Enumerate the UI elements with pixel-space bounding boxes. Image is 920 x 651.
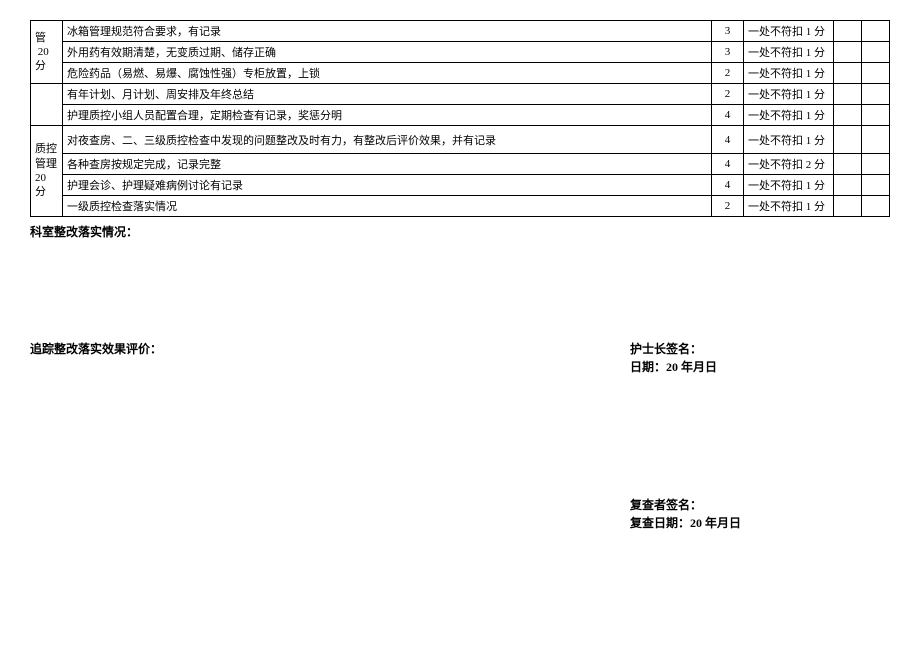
score-cell: 4: [712, 154, 744, 175]
category-cell: 管 20分: [31, 21, 63, 84]
score-cell: 3: [712, 21, 744, 42]
ext-cell: [834, 84, 862, 105]
improvement-section-label: 科室整改落实情况：: [30, 223, 890, 240]
penalty-cell: 一处不符扣 1 分: [744, 63, 834, 84]
penalty-cell: 一处不符扣 1 分: [744, 21, 834, 42]
category-cell-empty: [31, 84, 63, 126]
table-row: 各种查房按规定完成，记录完整 4 一处不符扣 2 分: [31, 154, 890, 175]
ext-cell: [834, 105, 862, 126]
followup-section-label: 追踪整改落实效果评价：: [30, 340, 630, 357]
score-cell: 4: [712, 105, 744, 126]
penalty-cell: 一处不符扣 2 分: [744, 154, 834, 175]
table-row: 危险药品（易燃、易爆、腐蚀性强）专柜放置，上锁 2 一处不符扣 1 分: [31, 63, 890, 84]
ext-cell: [862, 105, 890, 126]
evaluation-table: 管 20分 冰箱管理规范符合要求，有记录 3 一处不符扣 1 分 外用药有效期清…: [30, 20, 890, 217]
desc-cell: 有年计划、月计划、周安排及年终总结: [63, 84, 712, 105]
table-row: 有年计划、月计划、周安排及年终总结 2 一处不符扣 1 分: [31, 84, 890, 105]
reviewer-sign-label: 复查者签名：: [630, 496, 890, 514]
desc-cell: 冰箱管理规范符合要求，有记录: [63, 21, 712, 42]
ext-cell: [862, 84, 890, 105]
penalty-cell: 一处不符扣 1 分: [744, 84, 834, 105]
nurse-signature-block: 追踪整改落实效果评价： 护士长签名： 日期：20 年月日: [30, 340, 890, 376]
category-cell: 质控管理20 分: [31, 126, 63, 217]
ext-cell: [834, 63, 862, 84]
ext-cell: [834, 175, 862, 196]
desc-cell: 危险药品（易燃、易爆、腐蚀性强）专柜放置，上锁: [63, 63, 712, 84]
nurse-sign-label: 护士长签名：: [630, 340, 890, 358]
ext-cell: [862, 196, 890, 217]
table-row: 外用药有效期清楚，无变质过期、储存正确 3 一处不符扣 1 分: [31, 42, 890, 63]
penalty-cell: 一处不符扣 1 分: [744, 126, 834, 154]
ext-cell: [862, 42, 890, 63]
table-row: 护理质控小组人员配置合理，定期检查有记录，奖惩分明 4 一处不符扣 1 分: [31, 105, 890, 126]
table-row: 质控管理20 分 对夜查房、二、三级质控检查中发现的问题整改及时有力，有整改后评…: [31, 126, 890, 154]
ext-cell: [862, 126, 890, 154]
score-cell: 2: [712, 196, 744, 217]
score-cell: 4: [712, 126, 744, 154]
score-cell: 2: [712, 63, 744, 84]
ext-cell: [834, 154, 862, 175]
ext-cell: [862, 154, 890, 175]
ext-cell: [862, 21, 890, 42]
reviewer-signature-block: 复查者签名： 复查日期：20 年月日: [630, 496, 890, 532]
ext-cell: [834, 21, 862, 42]
penalty-cell: 一处不符扣 1 分: [744, 42, 834, 63]
penalty-cell: 一处不符扣 1 分: [744, 196, 834, 217]
penalty-cell: 一处不符扣 1 分: [744, 175, 834, 196]
ext-cell: [834, 126, 862, 154]
ext-cell: [862, 175, 890, 196]
score-cell: 4: [712, 175, 744, 196]
desc-cell: 护理会诊、护理疑难病例讨论有记录: [63, 175, 712, 196]
penalty-cell: 一处不符扣 1 分: [744, 105, 834, 126]
ext-cell: [862, 63, 890, 84]
ext-cell: [834, 42, 862, 63]
nurse-date-label: 日期：20 年月日: [630, 358, 890, 376]
table-row: 一级质控检查落实情况 2 一处不符扣 1 分: [31, 196, 890, 217]
desc-cell: 对夜查房、二、三级质控检查中发现的问题整改及时有力，有整改后评价效果，并有记录: [63, 126, 712, 154]
table-row: 管 20分 冰箱管理规范符合要求，有记录 3 一处不符扣 1 分: [31, 21, 890, 42]
score-cell: 2: [712, 84, 744, 105]
table-row: 护理会诊、护理疑难病例讨论有记录 4 一处不符扣 1 分: [31, 175, 890, 196]
desc-cell: 一级质控检查落实情况: [63, 196, 712, 217]
desc-cell: 护理质控小组人员配置合理，定期检查有记录，奖惩分明: [63, 105, 712, 126]
desc-cell: 各种查房按规定完成，记录完整: [63, 154, 712, 175]
score-cell: 3: [712, 42, 744, 63]
reviewer-date-label: 复查日期：20 年月日: [630, 514, 890, 532]
desc-cell: 外用药有效期清楚，无变质过期、储存正确: [63, 42, 712, 63]
ext-cell: [834, 196, 862, 217]
